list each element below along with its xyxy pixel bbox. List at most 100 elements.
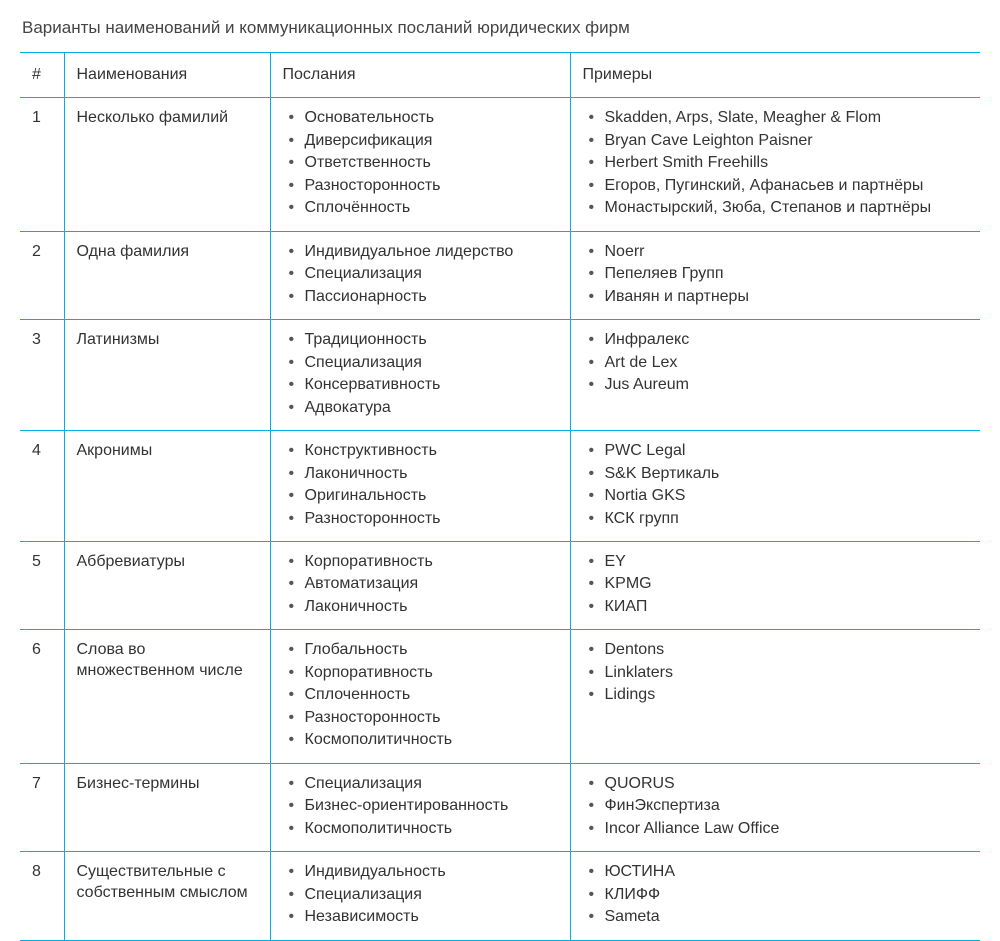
message-item: Основательность [305,108,560,128]
example-item: Nortia GKS [605,486,971,506]
cell-num: 1 [20,98,64,231]
example-item: ЮСТИНА [605,862,971,882]
cell-messages: Индивидуальность СпециализацияНезависимос… [270,852,570,940]
table-row: 4Акронимы Конструктивность ЛаконичностьОри… [20,431,980,542]
table-header-row: # Наименования Послания Примеры [20,53,980,98]
example-item: Инфралекс [605,330,971,350]
message-item: Космополитичность [305,819,560,839]
example-item: КСК групп [605,509,971,529]
cell-examples: EYKPMG КИАП [570,541,980,629]
cell-messages: СпециализацияБизнес-ориентированность Кос… [270,763,570,851]
message-item: Космополитичность [305,730,560,750]
cell-name: Бизнес-термины [64,763,270,851]
cell-num: 3 [20,320,64,431]
message-item: Разносторонность [305,509,560,529]
example-item: PWC Legal [605,441,971,461]
message-item: Диверсификация [305,131,560,151]
example-item: Art de Lex [605,353,971,373]
cell-num: 2 [20,231,64,319]
table-row: 3ЛатинизмыТрадиционностьСпециализацияКон… [20,320,980,431]
cell-name: Существительные с собственным смыслом [64,852,270,940]
table-row: 6Слова во множественном числеГлобальност… [20,630,980,763]
cell-examples: Инфралекс Art de LexJus Aureum [570,320,980,431]
cell-num: 8 [20,852,64,940]
message-item: Оригинальность [305,486,560,506]
example-item: КЛИФФ [605,885,971,905]
cell-examples: Dentons LinklatersLidings [570,630,980,763]
cell-examples: Skadden, Arps, Slate, Meagher & FlomBrya… [570,98,980,231]
message-item: Сплочённость [305,198,560,218]
col-header-name: Наименования [64,53,270,98]
message-item: Традиционность [305,330,560,350]
table-title: Варианты наименований и коммуникационных… [22,18,980,38]
example-item: КИАП [605,597,971,617]
cell-name: Слова во множественном числе [64,630,270,763]
cell-examples: PWC Legal S&K ВертикальNortia GKS КСК груп… [570,431,980,542]
message-item: Ответственность [305,153,560,173]
message-item: Индивидуальность [305,862,560,882]
message-item: Сплоченность [305,685,560,705]
cell-num: 6 [20,630,64,763]
table-row: 1Несколько фамилий Основательность Диверси… [20,98,980,231]
example-item: Егоров, Пугинский, Афанасьев и партнёры [605,176,971,196]
example-item: ФинЭкспертиза [605,796,971,816]
example-item: KPMG [605,574,971,594]
cell-num: 7 [20,763,64,851]
cell-messages: Основательность ДиверсификацияОтветственн… [270,98,570,231]
example-item: Noerr [605,242,971,262]
message-item: Специализация [305,885,560,905]
example-item: EY [605,552,971,572]
message-item: Автоматизация [305,574,560,594]
message-item: Специализация [305,774,560,794]
message-item: Разносторонность [305,708,560,728]
message-item: Разносторонность [305,176,560,196]
col-header-messages: Послания [270,53,570,98]
naming-table: # Наименования Послания Примеры 1Несколь… [20,52,980,941]
example-item: Dentons [605,640,971,660]
cell-messages: Конструктивность ЛаконичностьОригинальнос… [270,431,570,542]
table-row: 5АббревиатурыКорпоративностьАвтоматизаци… [20,541,980,629]
table-row: 2Одна фамилияИндивидуальное лидерствоСпе… [20,231,980,319]
example-item: Lidings [605,685,971,705]
message-item: Конструктивность [305,441,560,461]
cell-messages: Индивидуальное лидерствоСпециализация Пас… [270,231,570,319]
example-item: Иванян и партнеры [605,287,971,307]
cell-name: Одна фамилия [64,231,270,319]
cell-name: Латинизмы [64,320,270,431]
example-item: Монастырский, Зюба, Степанов и партнёры [605,198,971,218]
message-item: Лаконичность [305,597,560,617]
cell-examples: NoerrПепеляев Групп Иванян и партнеры [570,231,980,319]
cell-name: Аббревиатуры [64,541,270,629]
table-row: 7Бизнес-терминыСпециализацияБизнес-ориен… [20,763,980,851]
cell-name: Несколько фамилий [64,98,270,231]
example-item: Linklaters [605,663,971,683]
example-item: QUORUS [605,774,971,794]
example-item: Jus Aureum [605,375,971,395]
cell-examples: ЮСТИНА КЛИФФSameta [570,852,980,940]
example-item: Пепеляев Групп [605,264,971,284]
message-item: Глобальность [305,640,560,660]
cell-name: Акронимы [64,431,270,542]
message-item: Индивидуальное лидерство [305,242,560,262]
message-item: Независимость [305,907,560,927]
cell-messages: КорпоративностьАвтоматизация Лаконичность [270,541,570,629]
example-item: S&K Вертикаль [605,464,971,484]
message-item: Пассионарность [305,287,560,307]
example-item: Incor Alliance Law Office [605,819,971,839]
message-item: Лаконичность [305,464,560,484]
message-item: Специализация [305,264,560,284]
col-header-examples: Примеры [570,53,980,98]
message-item: Бизнес-ориентированность [305,796,560,816]
table-row: 8Существительные с собственным смысломИн… [20,852,980,940]
cell-examples: QUORUSФинЭкспертиза Incor Alliance Law Of… [570,763,980,851]
example-item: Bryan Cave Leighton Paisner [605,131,971,151]
message-item: Консервативность [305,375,560,395]
message-item: Корпоративность [305,552,560,572]
example-item: Sameta [605,907,971,927]
message-item: Корпоративность [305,663,560,683]
table-body: 1Несколько фамилий Основательность Диверси… [20,98,980,940]
cell-num: 5 [20,541,64,629]
cell-messages: Глобальность КорпоративностьСплоченность Р… [270,630,570,763]
cell-num: 4 [20,431,64,542]
cell-messages: ТрадиционностьСпециализацияКонсервативно… [270,320,570,431]
